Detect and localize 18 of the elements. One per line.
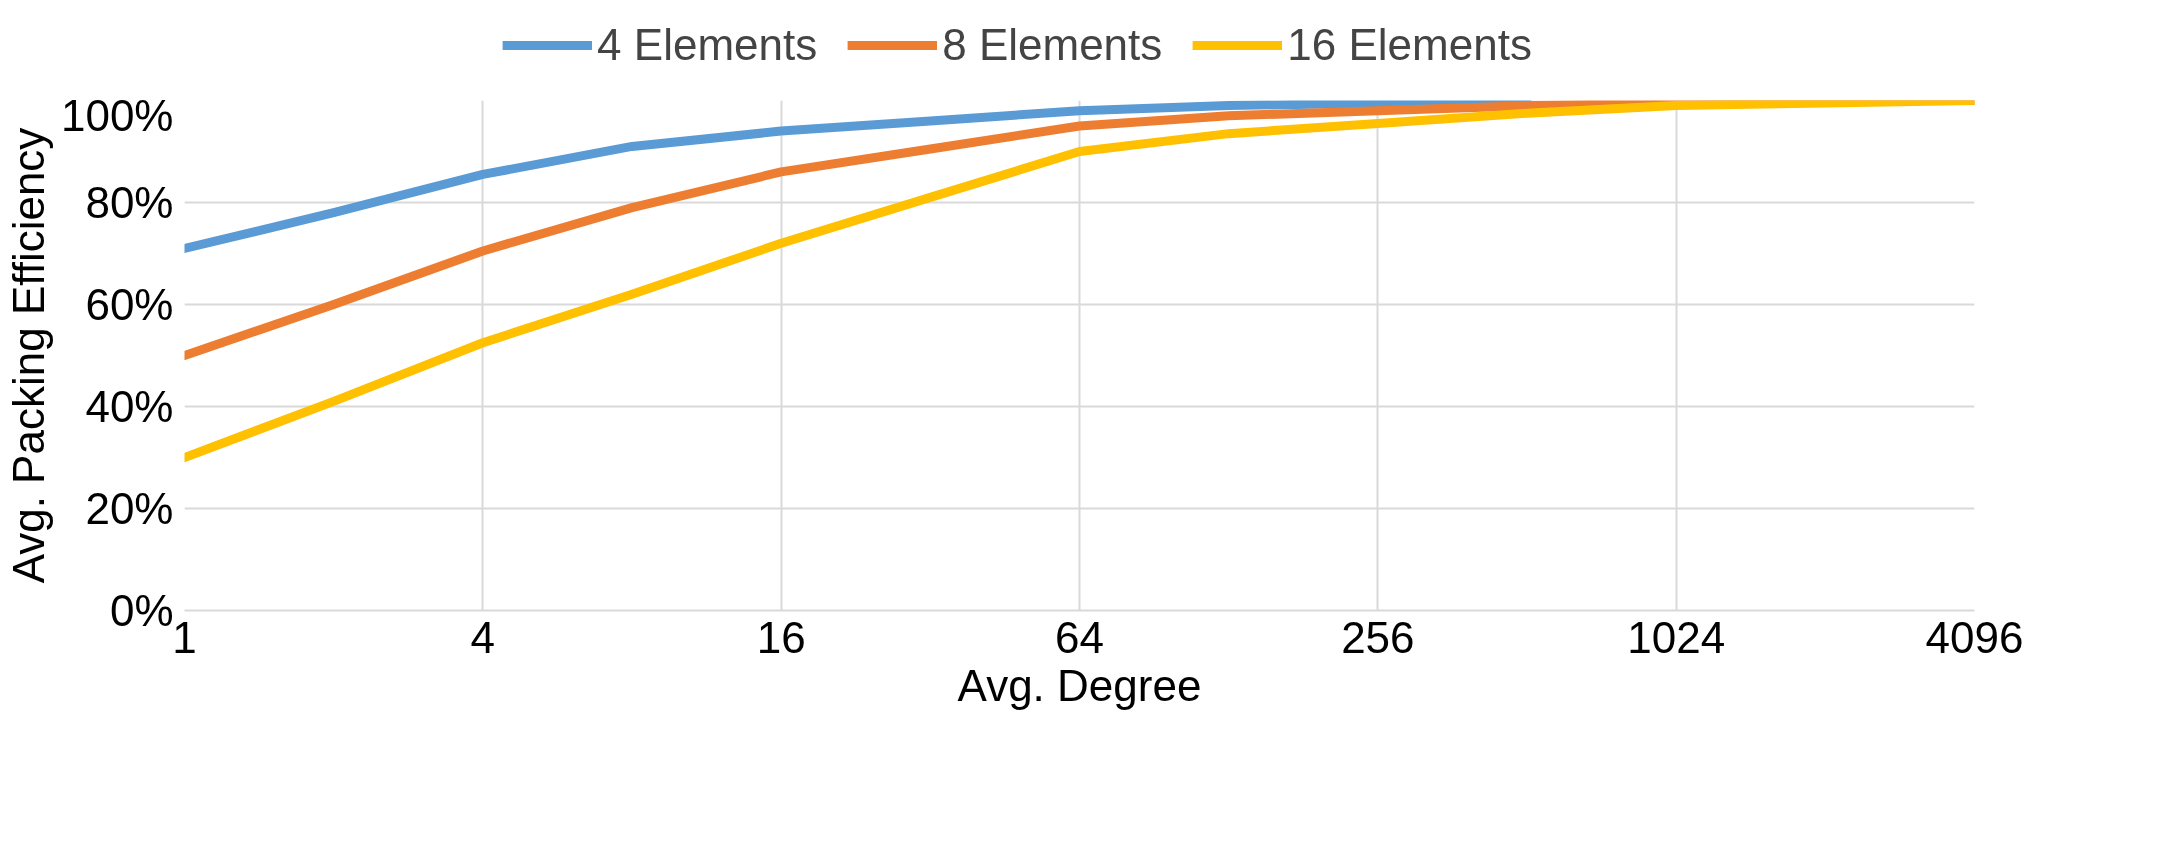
y-tick-label: 60%	[85, 280, 174, 329]
legend-label: 4 Elements	[597, 20, 818, 70]
y-tick-label: 100%	[60, 90, 174, 140]
legend-label: 16 Elements	[1287, 20, 1532, 70]
x-tick-label: 256	[1341, 612, 1415, 662]
x-tick-label: 1024	[1627, 612, 1726, 662]
y-tick-label: 20%	[85, 484, 174, 533]
x-tick-label: 1	[172, 612, 197, 662]
y-tick-label: 80%	[85, 178, 174, 227]
y-tick-label: 0%	[109, 586, 174, 635]
x-tick-label: 4096	[1925, 612, 2024, 662]
x-axis-title: Avg. Degree	[957, 660, 1202, 710]
x-tick-label: 16	[756, 612, 806, 662]
legend-label: 8 Elements	[942, 20, 1163, 70]
y-tick-label: 40%	[85, 382, 174, 431]
x-tick-label: 4	[470, 612, 496, 662]
x-tick-label: 64	[1055, 612, 1104, 662]
y-axis-title: Avg. Packing Efficiency	[3, 127, 53, 584]
